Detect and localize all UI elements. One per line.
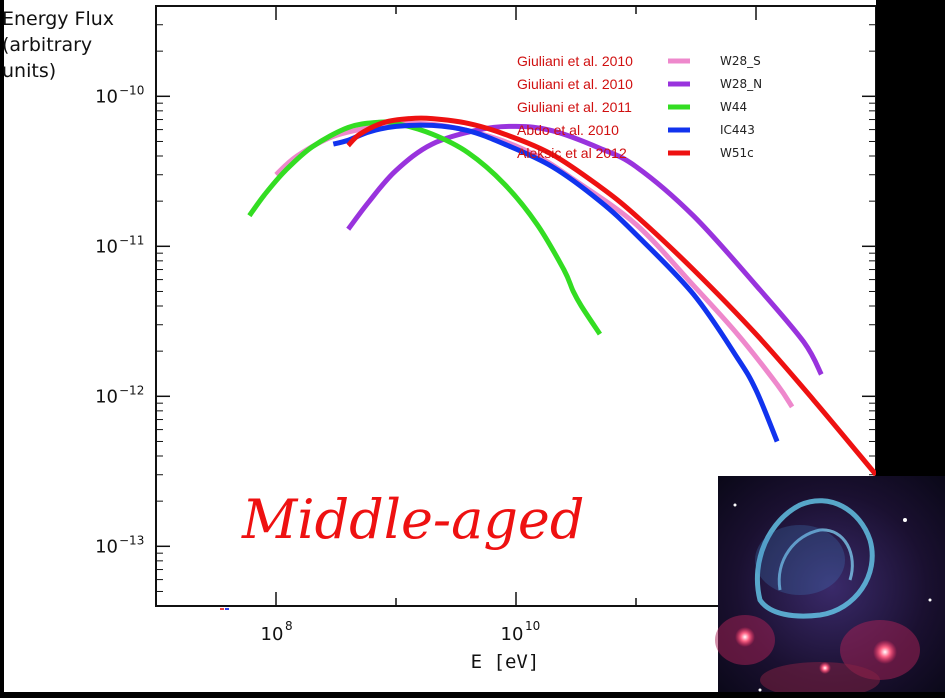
series-line-w44	[247, 119, 602, 336]
legend-reference: Giuliani et al. 2010	[517, 76, 633, 92]
y-tick-exponent: −10	[119, 83, 144, 97]
y-tick-label: 10	[95, 236, 118, 257]
legend-reference: Giuliani et al. 2011	[517, 99, 632, 115]
y-tick-exponent: −11	[119, 233, 144, 247]
y-tick-label: 10	[95, 386, 118, 407]
spectra-curves	[247, 115, 876, 477]
series-line-w28_n	[346, 123, 824, 376]
legend-reference: Aleksic et al 2012	[517, 145, 627, 161]
left-border	[0, 0, 4, 698]
x-tick-label: 10	[501, 624, 524, 645]
series-line-w28_s	[274, 120, 795, 409]
legend-series-name: W51c	[720, 146, 754, 160]
y-tick-exponent: −13	[119, 533, 144, 547]
x-tick-label: 10	[261, 624, 284, 645]
y-tick-exponent: −12	[119, 383, 144, 397]
y-tick-label: 10	[95, 536, 118, 557]
supernova-remnant-image	[715, 476, 945, 698]
legend-reference: Giuliani et al. 2010	[517, 53, 633, 69]
legend-series-name: W28_N	[720, 77, 762, 91]
x-tick-exponent: 8	[285, 619, 293, 633]
x-tick-exponent: 10	[525, 619, 540, 633]
legend-series-name: W28_S	[720, 54, 761, 68]
legend-series-name: W44	[720, 100, 747, 114]
series-line-w51c	[346, 115, 876, 477]
series-line-ic443	[332, 122, 780, 443]
y-tick-label: 10	[95, 86, 118, 107]
bottom-border	[0, 692, 945, 698]
middle-aged-annotation: Middle-aged	[241, 488, 584, 551]
legend: Giuliani et al. 2010 W28_S Giuliani et al.…	[517, 53, 762, 161]
y-axis-label: Energy Flux (arbitrary units)	[2, 8, 115, 82]
legend-reference: Abdo et al. 2010	[517, 122, 619, 138]
right-dark-panel	[876, 0, 945, 476]
x-axis-label: E [eV]	[471, 651, 540, 673]
legend-series-name: IC443	[720, 123, 755, 137]
